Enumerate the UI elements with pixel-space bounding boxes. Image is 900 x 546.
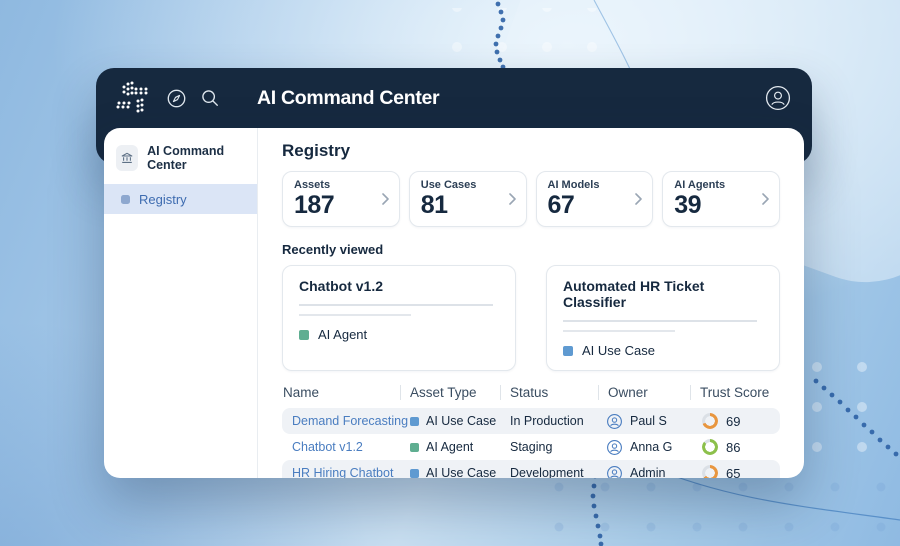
chevron-right-icon [508,192,516,205]
recently-viewed-title: Recently viewed [282,242,384,258]
compass-icon[interactable] [166,88,187,109]
user-circle-icon [606,465,623,478]
asset-type-swatch [410,468,419,478]
status-value: Staging [510,440,553,455]
column-header-owner: Owner [598,383,690,408]
search-icon[interactable] [200,88,220,108]
sidebar-item-label: AI Command Center [147,144,225,172]
column-header-trust-score: Trust Score [690,383,780,408]
bank-icon [116,145,139,171]
stat-card-use-cases[interactable]: Use Cases 81 [408,171,527,228]
stat-label: Use Cases [420,179,477,191]
asset-type-swatch [563,345,573,356]
stat-card-ai-models[interactable]: AI Models 67 [535,171,654,228]
column-header-name: Name [283,385,320,401]
stat-label: AI Models [547,179,600,191]
status-value: In Production [510,414,584,429]
asset-type-swatch [410,442,419,452]
trust-score-ring [702,413,718,430]
stat-label: Assets [294,179,331,191]
table-header: Name Asset Type Status Owner Trust Score [282,383,780,408]
skeleton-line [563,320,757,323]
asset-name-link[interactable]: Demand Forecasting [292,414,409,429]
asset-name-link[interactable]: Chatbot v1.2 [292,440,363,455]
column-header-status: Status [500,383,598,408]
page-title: Registry [282,141,351,160]
user-circle-icon [606,413,623,430]
stat-cards-row: Assets 187 Use Cases 81 AI Models 67 [282,171,780,228]
content-panel: AI Command Center Registry Registry Asse… [104,128,804,478]
stat-label: AI Agents [674,179,726,191]
brand-logo-icon [116,81,150,115]
stat-value: 187 [294,191,335,219]
skeleton-line [299,314,411,317]
recent-card-title: Automated HR Ticket Classifier [563,278,705,311]
trust-score-value: 65 [726,465,741,478]
asset-type-label: AI Agent [426,440,474,455]
stat-value: 39 [674,191,702,219]
skeleton-line [563,330,675,333]
stat-value: 67 [547,191,575,219]
table-row[interactable]: HR Hiring Chatbot AI Use Case Developmen… [282,460,780,478]
square-bullet-icon [121,194,130,204]
asset-type-swatch [299,329,309,340]
app-title: AI Command Center [257,86,440,109]
owner-name: Paul S [630,414,667,429]
chevron-right-icon [635,192,643,205]
asset-type-label: AI Use Case [426,466,497,478]
asset-type-label: AI Use Case [582,343,655,359]
status-value: Development [510,466,584,478]
stat-value: 81 [420,191,448,219]
owner-name: Anna G [630,440,673,455]
recent-card-chatbot[interactable]: Chatbot v1.2 AI Agent [282,265,516,372]
table-row[interactable]: Demand Forecasting AI Use Case In Produc… [282,408,780,435]
recent-card-title: Chatbot v1.2 [299,278,384,295]
skeleton-line [299,304,493,307]
chevron-right-icon [381,192,389,205]
sidebar: AI Command Center Registry [104,128,258,478]
column-header-asset-type: Asset Type [400,383,500,408]
assets-table: Name Asset Type Status Owner Trust Score… [282,383,780,478]
sidebar-item-label: Registry [139,191,187,207]
recently-viewed-row: Chatbot v1.2 AI Agent Automated HR Ticke… [282,265,780,372]
asset-type-label: AI Use Case [426,414,497,429]
asset-type-label: AI Agent [318,327,368,343]
trust-score-ring [702,465,718,478]
owner-name: Admin [630,466,666,478]
user-circle-icon [606,439,623,456]
chevron-right-icon [762,192,769,205]
asset-name-link[interactable]: HR Hiring Chatbot [292,466,394,478]
stat-card-ai-agents[interactable]: AI Agents 39 [662,171,780,228]
sidebar-item-registry[interactable]: Registry [104,184,257,214]
trust-score-value: 86 [726,439,741,455]
asset-type-swatch [410,416,419,426]
recent-card-hr-classifier[interactable]: Automated HR Ticket Classifier AI Use Ca… [546,265,780,372]
trust-score-value: 69 [726,413,741,429]
sidebar-item-ai-command-center[interactable]: AI Command Center [104,138,257,180]
stat-card-assets[interactable]: Assets 187 [282,171,400,228]
trust-score-ring [702,439,718,456]
user-avatar-icon[interactable] [764,84,792,112]
table-row[interactable]: Chatbot v1.2 AI Agent Staging Anna G 86 [282,434,780,460]
main-content: Registry Assets 187 Use Cases 81 AI Mode… [258,128,804,478]
